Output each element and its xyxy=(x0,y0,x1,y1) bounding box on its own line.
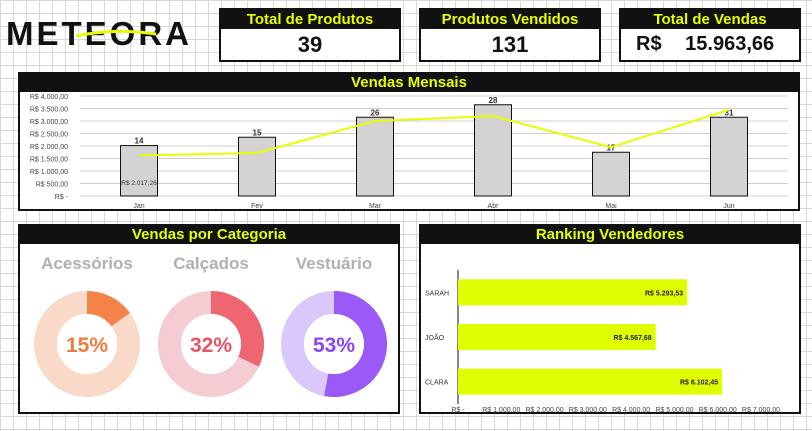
bar xyxy=(592,151,630,197)
kpi-currency: R$ xyxy=(636,33,662,55)
y-tick-label: R$ - xyxy=(55,194,69,201)
bar xyxy=(356,116,394,197)
kpi-total-vendas: Total de Vendas R$ 15.963,66 xyxy=(619,8,801,62)
kpi-produtos-vendidos: Produtos Vendidos 131 xyxy=(419,8,601,62)
kpi-label: Produtos Vendidos xyxy=(421,10,599,29)
donut-percent-label: 15% xyxy=(66,334,108,357)
ranking-category-label: JOÃO xyxy=(425,333,445,342)
y-tick-label: R$ 2.500,00 xyxy=(30,132,68,139)
x-tick-label: Fev xyxy=(251,203,263,209)
category-label-vestuario: Vestuário xyxy=(295,254,373,273)
donut-slice xyxy=(211,291,264,367)
x-tick-label: Mar xyxy=(369,203,382,209)
ranking-category-label: SARAH xyxy=(425,290,449,297)
monthly-sales-chart: R$ - R$ 500,00 R$ 1.000,00 R$ 1.500,00 R$ 2.… xyxy=(30,94,788,210)
bar-value-label: R$ 2.017,26 xyxy=(121,180,157,187)
x-tick-label: Mai xyxy=(605,203,617,209)
x-tick-label: Jan xyxy=(133,203,144,209)
bar-data-label: 28 xyxy=(489,96,498,105)
x-tick-label: R$ 2.000,00 xyxy=(525,407,563,412)
y-tick-label: R$ 1.000,00 xyxy=(30,169,68,176)
bar-data-label: 14 xyxy=(135,137,144,146)
x-tick-label: R$ 4.000,00 xyxy=(612,407,650,412)
series-line xyxy=(138,108,730,157)
ranking-value-label: R$ 5.293,53 xyxy=(645,290,683,297)
x-tick-label: R$ 1.000,00 xyxy=(482,407,520,412)
y-tick-label: R$ 4.000,00 xyxy=(30,94,68,101)
brand-logo: METEORA xyxy=(6,15,189,52)
bar xyxy=(120,145,158,197)
ranking-bar xyxy=(458,279,688,306)
logo-swoosh xyxy=(75,29,157,38)
kpi-total-produtos: Total de Produtos 39 xyxy=(219,8,401,62)
category-title: Vendas por Categoria xyxy=(20,226,398,244)
ranking-value-label: R$ 4.567,68 xyxy=(614,335,652,342)
kpi-value: 131 xyxy=(491,32,529,57)
donut-slice xyxy=(87,291,130,327)
x-tick-label: R$ 5.000,00 xyxy=(655,407,693,412)
x-tick-label: Jun xyxy=(723,203,734,209)
bar-data-label: 26 xyxy=(371,108,380,117)
x-tick-label: R$ 3.000,00 xyxy=(569,407,607,412)
monthly-sales-panel: Vendas Mensais R$ - R$ 500,00 R$ 1.000,00 R… xyxy=(18,72,800,211)
bar xyxy=(238,136,276,197)
ranking-category-label: CLARA xyxy=(425,380,449,387)
kpi-label: Total de Produtos xyxy=(221,10,399,29)
bar-data-label: 31 xyxy=(725,108,734,117)
donut-hole xyxy=(304,314,364,374)
ranking-panel: Ranking Vendedores R$ 5.293,53 SARAH R$ 4.… xyxy=(419,224,801,414)
category-panel: Vendas por Categoria Acessórios Calçados… xyxy=(18,224,400,414)
bar-data-label: 15 xyxy=(253,128,262,137)
category-label-acessorios: Acessórios xyxy=(41,254,133,273)
kpi-amount: 15.963,66 xyxy=(685,33,775,55)
donut-percent-label: 32% xyxy=(190,334,232,357)
y-tick-label: R$ 3.000,00 xyxy=(30,119,68,126)
kpi-label: Total de Vendas xyxy=(621,10,799,29)
donut-percent-label: 53% xyxy=(313,334,355,357)
ranking-title: Ranking Vendedores xyxy=(421,226,799,244)
donut-slice xyxy=(324,291,388,397)
monthly-sales-title: Vendas Mensais xyxy=(20,74,798,92)
category-label-calcados: Calçados xyxy=(173,254,249,273)
category-donuts: 15% 32% 53% xyxy=(34,291,388,397)
kpi-value: 39 xyxy=(297,32,323,57)
x-tick-label: R$ 7.000,00 xyxy=(742,407,780,412)
y-tick-label: R$ 2.000,00 xyxy=(30,144,68,151)
x-tick-label: R$ 6.000,00 xyxy=(699,407,737,412)
y-tick-label: R$ 1.500,00 xyxy=(30,157,68,164)
ranking-value-label: R$ 6.102,45 xyxy=(680,380,718,387)
ranking-chart: R$ 5.293,53 SARAH R$ 4.567,68 JOÃO R$ 6.102,… xyxy=(425,270,780,414)
y-tick-label: R$ 3.500,00 xyxy=(30,107,68,114)
ranking-bar xyxy=(458,324,656,350)
donut-hole xyxy=(57,314,117,374)
x-tick-label: R$ - xyxy=(451,407,465,412)
x-tick-label: Abr xyxy=(488,203,500,209)
donut-hole xyxy=(181,314,241,374)
kpi-value: R$ 15.963,66 xyxy=(621,29,799,60)
y-tick-label: R$ 500,00 xyxy=(36,182,68,189)
ranking-bar xyxy=(458,368,723,395)
bar xyxy=(710,116,748,197)
